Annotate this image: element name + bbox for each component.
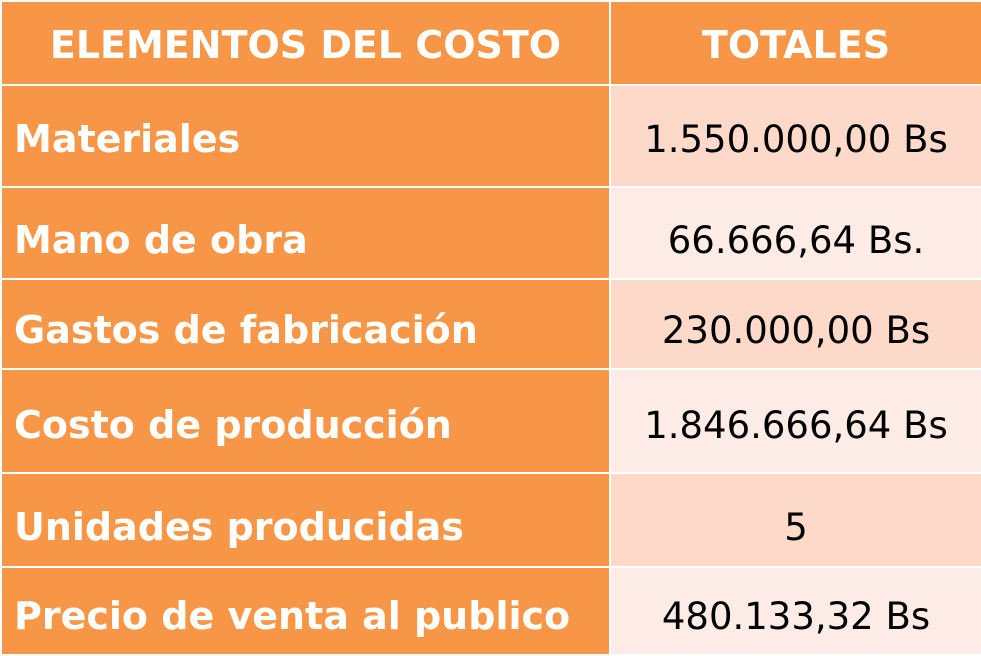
- table-row: Materiales 1.550.000,00 Bs: [0, 84, 981, 188]
- row-value-costo-de-produccion: 1.846.666,64 Bs: [609, 368, 981, 474]
- table-row: Unidades producidas 5: [0, 472, 981, 568]
- row-label-mano-de-obra: Mano de obra: [0, 186, 611, 280]
- header-totales: TOTALES: [609, 0, 981, 86]
- row-value-precio-de-venta: 480.133,32 Bs: [609, 566, 981, 656]
- row-label-costo-de-produccion: Costo de producción: [0, 368, 611, 474]
- table-row: Costo de producción 1.846.666,64 Bs: [0, 368, 981, 474]
- row-value-gastos-de-fabricacion: 230.000,00 Bs: [609, 278, 981, 370]
- header-elementos-del-costo: ELEMENTOS DEL COSTO: [0, 0, 611, 86]
- table-header-row: ELEMENTOS DEL COSTO TOTALES: [0, 0, 981, 86]
- row-value-unidades-producidas: 5: [609, 472, 981, 568]
- table-row: Gastos de fabricación 230.000,00 Bs: [0, 278, 981, 370]
- row-label-gastos-de-fabricacion: Gastos de fabricación: [0, 278, 611, 370]
- row-value-materiales: 1.550.000,00 Bs: [609, 84, 981, 188]
- row-label-precio-de-venta: Precio de venta al publico: [0, 566, 611, 656]
- table-row: Mano de obra 66.666,64 Bs.: [0, 186, 981, 280]
- row-label-materiales: Materiales: [0, 84, 611, 188]
- table-row: Precio de venta al publico 480.133,32 Bs: [0, 566, 981, 656]
- row-value-mano-de-obra: 66.666,64 Bs.: [609, 186, 981, 280]
- row-label-unidades-producidas: Unidades producidas: [0, 472, 611, 568]
